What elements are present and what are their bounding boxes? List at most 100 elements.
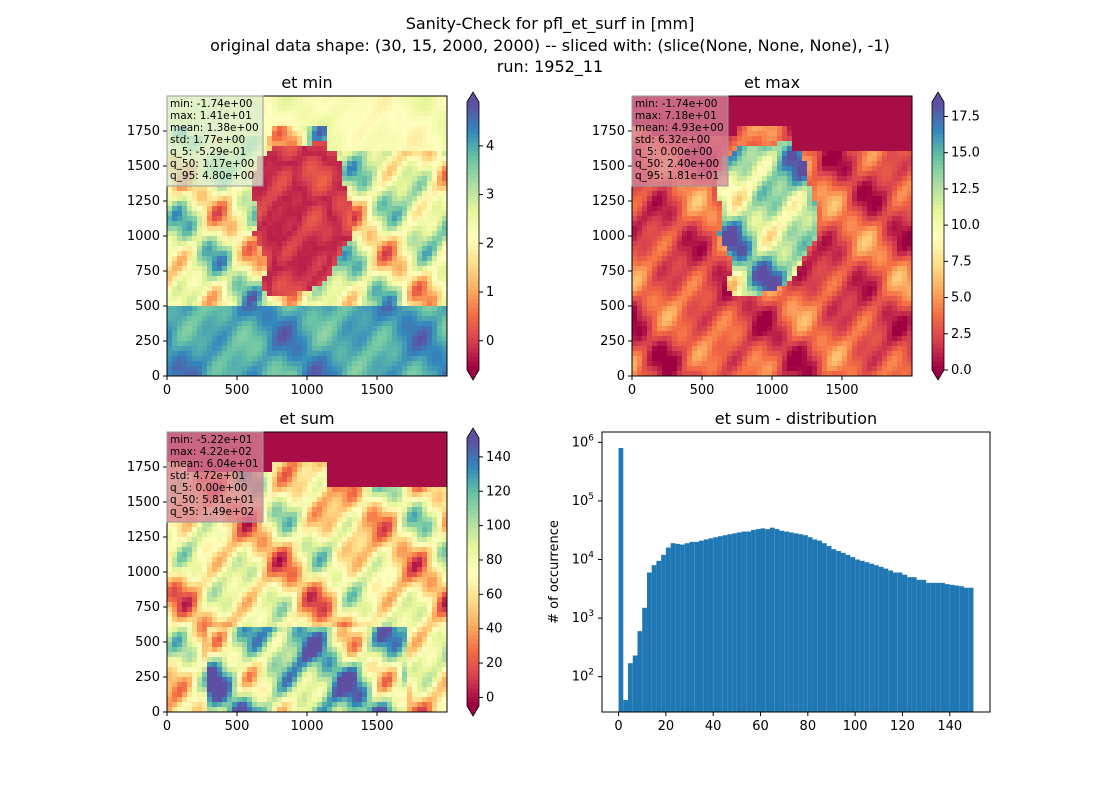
heatmap-cell xyxy=(392,206,398,212)
heatmap-cell xyxy=(897,106,903,112)
heatmap-cell xyxy=(192,271,198,277)
heatmap-cell xyxy=(317,306,323,312)
heatmap-cell xyxy=(387,176,393,182)
heatmap-cell xyxy=(662,201,668,207)
heatmap-cell xyxy=(367,231,373,237)
heatmap-cell xyxy=(892,206,898,212)
heatmap-cell xyxy=(417,116,423,122)
heatmap-cell xyxy=(742,106,748,112)
heatmap-cell xyxy=(782,146,788,152)
heatmap-cell xyxy=(847,226,853,232)
colorbar-segment xyxy=(467,173,479,179)
heatmap-cell xyxy=(342,101,348,107)
heatmap-cell xyxy=(432,166,438,172)
heatmap-cell xyxy=(312,181,318,187)
heatmap-cell xyxy=(327,296,333,302)
heatmap-cell xyxy=(817,241,823,247)
heatmap-cell xyxy=(332,346,338,352)
heatmap-cell xyxy=(357,216,363,222)
heatmap-cell xyxy=(362,361,368,367)
colorbar-segment xyxy=(467,128,479,134)
heatmap-cell xyxy=(767,211,773,217)
heatmap-cell xyxy=(757,221,763,227)
heatmap-cell xyxy=(387,321,393,327)
heatmap-cell xyxy=(417,206,423,212)
heatmap-cell xyxy=(232,306,238,312)
heatmap-cell xyxy=(852,116,858,122)
heatmap-cell xyxy=(217,201,223,207)
heatmap-cell xyxy=(382,311,388,317)
heatmap-cell xyxy=(722,196,728,202)
heatmap-cell xyxy=(177,366,183,372)
heatmap-cell xyxy=(767,141,773,147)
heatmap-cell xyxy=(302,326,308,332)
heatmap-cell xyxy=(817,106,823,112)
heatmap-cell xyxy=(422,371,428,376)
heatmap-cell xyxy=(347,151,353,157)
heatmap-cell xyxy=(197,241,203,247)
heatmap-cell xyxy=(757,191,763,197)
heatmap-cell xyxy=(202,326,208,332)
heatmap-cell xyxy=(797,186,803,192)
heatmap-cell xyxy=(752,211,758,217)
heatmap-cell xyxy=(357,331,363,337)
heatmap-cell xyxy=(742,166,748,172)
heatmap-cell xyxy=(322,311,328,317)
heatmap-cell xyxy=(242,186,248,192)
heatmap-cell xyxy=(432,111,438,117)
heatmap-cell xyxy=(202,261,208,267)
heatmap-cell xyxy=(857,156,863,162)
heatmap-cell xyxy=(302,206,308,212)
heatmap-cell xyxy=(397,271,403,277)
heatmap-cell xyxy=(652,231,658,237)
heatmap-cell xyxy=(362,356,368,362)
heatmap-cell xyxy=(847,191,853,197)
heatmap-cell xyxy=(352,251,358,257)
heatmap-cell xyxy=(422,226,428,232)
heatmap-cell xyxy=(212,296,218,302)
heatmap-cell xyxy=(327,271,333,277)
heatmap-cell xyxy=(737,101,743,107)
heatmap-cell xyxy=(652,241,658,247)
heatmap-cell xyxy=(232,251,238,257)
heatmap-cell xyxy=(307,191,313,197)
heatmap-cell xyxy=(722,221,728,227)
heatmap-cell xyxy=(402,131,408,137)
heatmap-cell xyxy=(177,201,183,207)
heatmap-cell xyxy=(767,96,773,102)
heatmap-cell xyxy=(227,196,233,202)
heatmap-cell xyxy=(382,191,388,197)
heatmap-cell xyxy=(802,131,808,137)
heatmap-cell xyxy=(347,171,353,177)
heatmap-cell xyxy=(272,336,278,342)
heatmap-cell xyxy=(867,151,873,157)
heatmap-cell xyxy=(392,191,398,197)
heatmap-cell xyxy=(827,166,833,172)
heatmap-cell xyxy=(322,276,328,282)
heatmap-cell xyxy=(837,246,843,252)
heatmap-cell xyxy=(732,146,738,152)
heatmap-cell xyxy=(742,231,748,237)
heatmap-cell xyxy=(732,141,738,147)
heatmap-cell xyxy=(267,266,273,272)
heatmap-cell xyxy=(317,231,323,237)
heatmap-cell xyxy=(242,211,248,217)
heatmap-cell xyxy=(827,211,833,217)
heatmap-cell xyxy=(822,246,828,252)
heatmap-cell xyxy=(322,321,328,327)
heatmap-cell xyxy=(422,196,428,202)
heatmap-cell xyxy=(167,211,173,217)
heatmap-cell xyxy=(312,161,318,167)
heatmap-cell xyxy=(832,116,838,122)
heatmap-cell xyxy=(897,136,903,142)
heatmap-cell xyxy=(237,191,243,197)
heatmap-cell xyxy=(792,106,798,112)
heatmap-cell xyxy=(407,346,413,352)
heatmap-cell xyxy=(242,276,248,282)
heatmap-cell xyxy=(382,371,388,376)
heatmap-cell xyxy=(337,241,343,247)
heatmap-cell xyxy=(647,241,653,247)
heatmap-cell xyxy=(272,206,278,212)
heatmap-cell xyxy=(397,131,403,137)
heatmap-cell xyxy=(647,236,653,242)
